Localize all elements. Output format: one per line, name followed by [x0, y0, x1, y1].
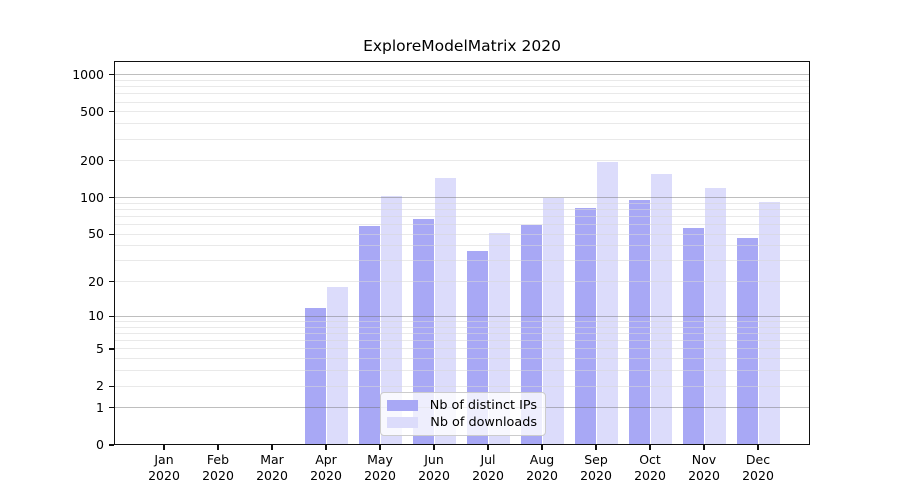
y-tick-label-200: 200	[80, 152, 104, 168]
y-tick-mark-5	[109, 348, 114, 350]
bar-distinct-ips-jun	[412, 218, 434, 445]
bar-downloads-nov	[704, 187, 726, 445]
x-tick-mark-jun	[433, 445, 435, 450]
gridline-6	[114, 340, 810, 342]
x-tick-label-sep: Sep 2020	[580, 452, 612, 483]
x-tick-label-jun: Jun 2020	[418, 452, 450, 483]
bar-distinct-ips-nov	[682, 228, 704, 445]
x-tick-label-feb: Feb 2020	[202, 452, 234, 483]
x-tick-mark-jul	[487, 445, 489, 450]
y-tick-label-0: 0	[96, 437, 104, 452]
gridline-2	[114, 385, 810, 387]
legend-label-distinct-ips: Nb of distinct IPs	[429, 398, 537, 413]
gridline-3	[114, 370, 810, 372]
gridline-900	[114, 79, 810, 81]
gridline-80	[114, 208, 810, 210]
bar-distinct-ips-apr	[304, 307, 326, 445]
bar-distinct-ips-aug	[520, 224, 542, 445]
bar-downloads-sep	[596, 162, 618, 445]
gridline-4	[114, 358, 810, 360]
y-tick-mark-1000	[109, 74, 114, 76]
legend-label-downloads: Nb of downloads	[430, 415, 537, 430]
y-tick-mark-500	[109, 111, 114, 113]
gridline-400	[114, 123, 810, 125]
y-tick-mark-100	[109, 197, 114, 199]
legend-swatch-downloads	[387, 417, 418, 428]
gridline-5	[114, 348, 810, 350]
x-tick-mark-may	[379, 445, 381, 450]
x-tick-mark-apr	[325, 445, 327, 450]
gridline-40	[114, 245, 810, 247]
gridline-300	[114, 138, 810, 140]
bar-downloads-apr	[326, 287, 348, 445]
x-tick-label-jan: Jan 2020	[148, 452, 180, 483]
bar-downloads-jun	[434, 177, 456, 445]
chart-title: ExploreModelMatrix 2020	[363, 37, 561, 55]
gridline-1000	[114, 74, 810, 76]
gridline-20	[114, 281, 810, 283]
bar-distinct-ips-dec	[736, 237, 758, 445]
gridlines-layer	[114, 61, 810, 445]
x-tick-label-dec: Dec 2020	[742, 452, 774, 483]
gridline-600	[114, 101, 810, 103]
x-tick-label-apr: Apr 2020	[310, 452, 342, 483]
bar-downloads-oct	[650, 174, 672, 445]
gridline-200	[114, 160, 810, 162]
x-tick-label-nov: Nov 2020	[688, 452, 720, 483]
y-tick-mark-1	[109, 407, 114, 409]
gridline-7	[114, 333, 810, 335]
x-tick-mark-aug	[541, 445, 543, 450]
y-tick-label-2: 2	[96, 378, 104, 394]
x-tick-label-jul: Jul 2020	[472, 452, 504, 483]
legend-item-downloads: Nb of downloads	[387, 415, 537, 430]
y-tick-label-5: 5	[96, 340, 104, 356]
legend: Nb of distinct IPs Nb of downloads	[380, 392, 546, 436]
gridline-100	[114, 197, 810, 199]
bar-downloads-may	[380, 195, 402, 445]
gridline-8	[114, 326, 810, 328]
y-tick-label-1000: 1000	[72, 66, 104, 82]
y-tick-label-100: 100	[80, 189, 104, 205]
gridline-9	[114, 321, 810, 323]
bar-downloads-dec	[758, 202, 780, 445]
gridline-90	[114, 202, 810, 204]
y-tick-label-10: 10	[88, 308, 104, 324]
y-tick-mark-200	[109, 160, 114, 162]
y-tick-label-20: 20	[88, 273, 104, 289]
y-tick-mark-2	[109, 385, 114, 387]
x-tick-mark-jan	[163, 445, 165, 450]
gridline-10	[114, 315, 810, 317]
y-tick-label-50: 50	[88, 226, 104, 242]
gridline-700	[114, 93, 810, 95]
y-tick-mark-0	[109, 444, 114, 446]
gridline-60	[114, 224, 810, 226]
y-tick-mark-20	[109, 281, 114, 283]
x-tick-label-mar: Mar 2020	[256, 452, 288, 483]
plot-area	[114, 61, 810, 445]
gridline-30	[114, 260, 810, 262]
x-tick-mark-sep	[595, 445, 597, 450]
x-tick-mark-oct	[649, 445, 651, 450]
x-tick-mark-mar	[271, 445, 273, 450]
y-tick-label-500: 500	[80, 103, 104, 119]
gridline-70	[114, 216, 810, 218]
gridline-50	[114, 233, 810, 235]
x-tick-label-oct: Oct 2020	[634, 452, 666, 483]
gridline-800	[114, 86, 810, 88]
x-tick-label-may: May 2020	[364, 452, 396, 483]
y-tick-mark-10	[109, 315, 114, 318]
legend-item-distinct-ips: Nb of distinct IPs	[387, 398, 537, 413]
y-tick-mark-50	[109, 233, 114, 235]
legend-swatch-distinct-ips	[387, 400, 418, 411]
x-tick-mark-dec	[757, 445, 759, 450]
x-tick-mark-nov	[703, 445, 705, 450]
x-tick-label-aug: Aug 2020	[526, 452, 558, 483]
y-tick-label-1: 1	[96, 399, 104, 415]
x-tick-mark-feb	[217, 445, 219, 450]
gridline-500	[114, 111, 810, 113]
bars-layer	[114, 61, 810, 445]
bar-distinct-ips-may	[358, 225, 380, 445]
